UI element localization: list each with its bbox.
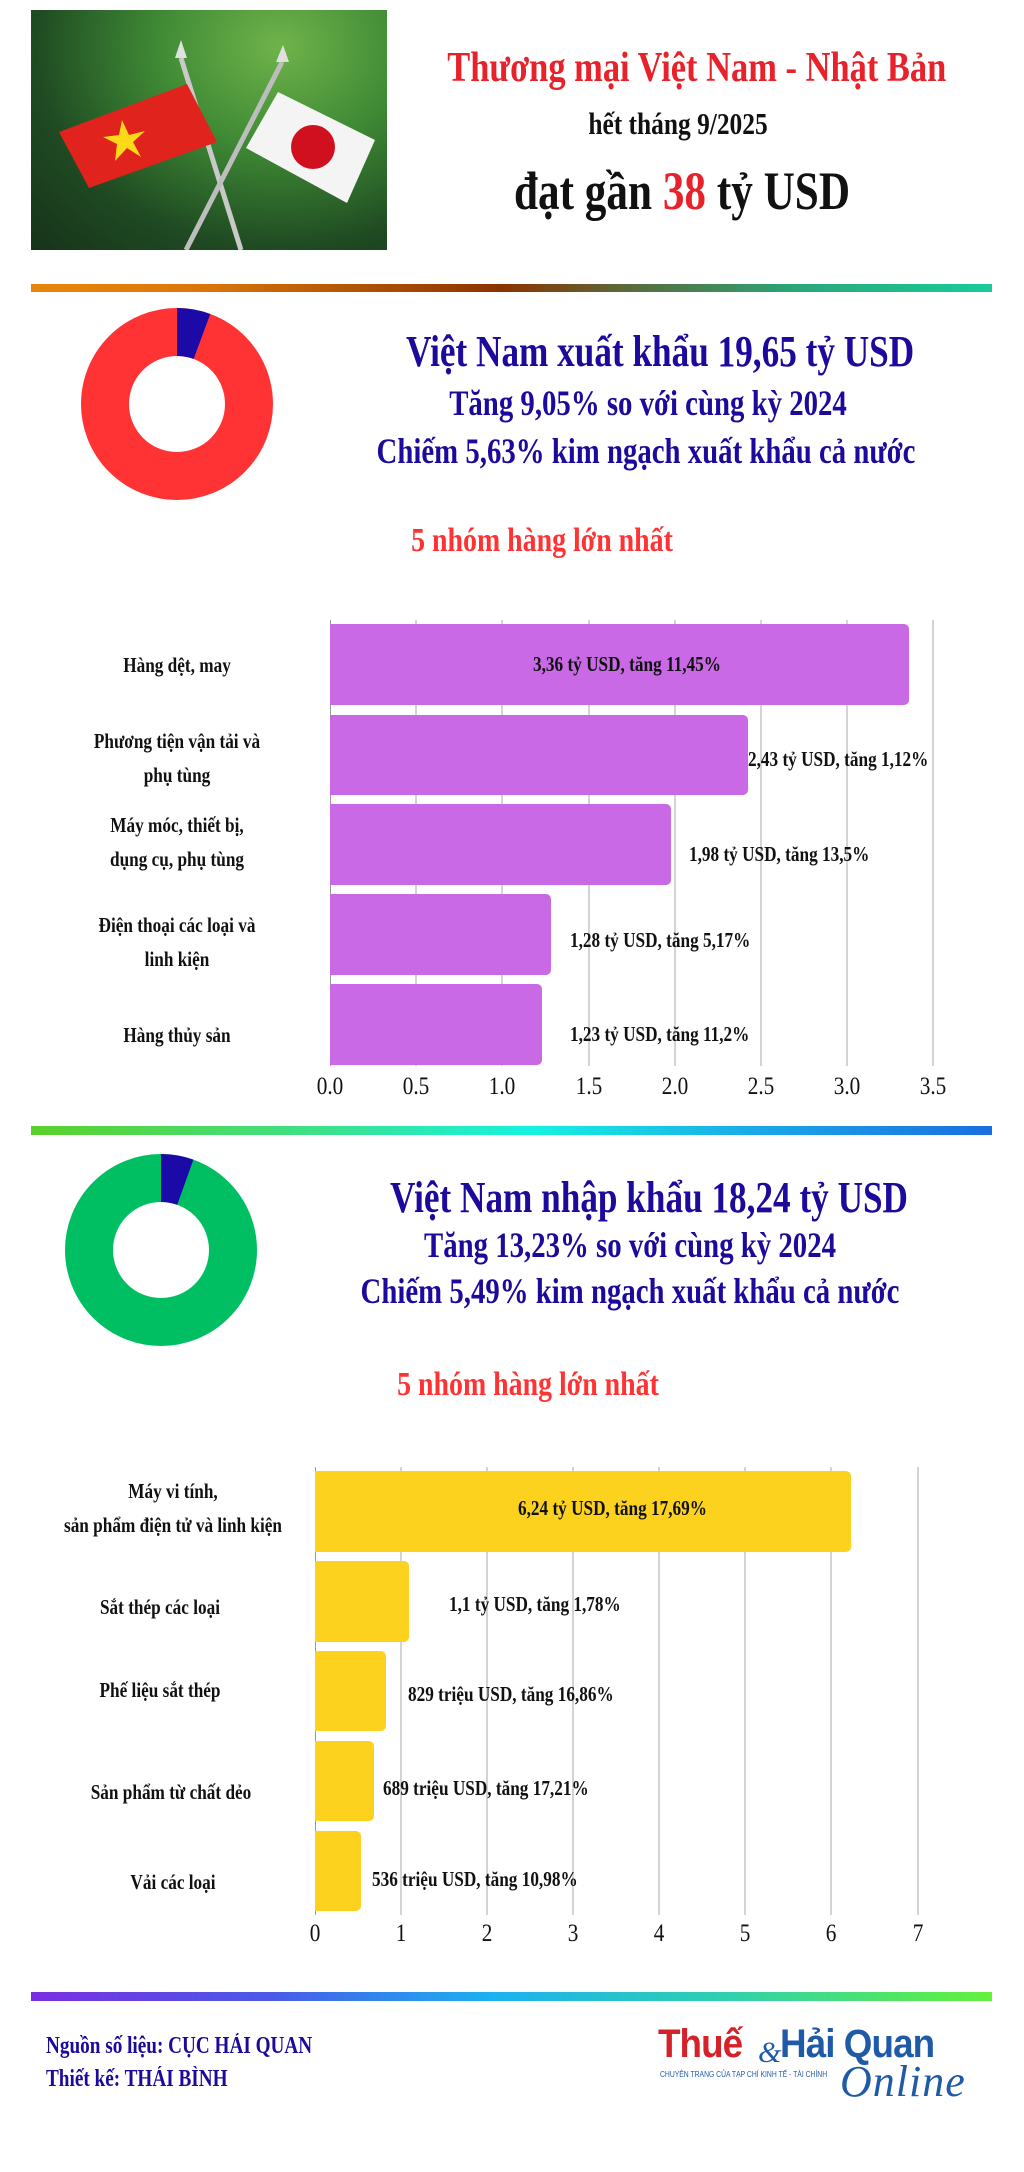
design-credit: Thiết kế: THÁI BÌNH (46, 2066, 228, 2092)
import-category-label: Sản phẩm từ chất dẻo (90, 1780, 252, 1804)
import-bar-plastics (315, 1741, 374, 1821)
export-value-label: 1,98 tỷ USD, tăng 13,5% (689, 842, 870, 866)
import-donut-chart (65, 1154, 257, 1346)
gridline (917, 1467, 919, 1915)
export-category-label: Hàng dệt, may (123, 653, 231, 677)
x-tick: 6 (825, 1920, 837, 1947)
export-section-title: 5 nhóm hàng lớn nhất (411, 522, 673, 559)
x-tick: 3.5 (919, 1073, 947, 1100)
import-category-label: Vải các loại (130, 1870, 216, 1894)
x-tick: 0.5 (402, 1073, 430, 1100)
logo-tagline: CHUYÊN TRANG CỦA TẠP CHÍ KINH TẾ - TÀI C… (660, 2070, 828, 2079)
import-bar-computers (315, 1471, 851, 1552)
import-value-label: 689 triệu USD, tăng 17,21% (383, 1776, 589, 1800)
x-tick: 2.5 (747, 1073, 775, 1100)
gridline (572, 1467, 574, 1915)
import-category-label: Phế liệu sắt thép (99, 1678, 221, 1702)
headline-suffix: tỷ USD (716, 161, 851, 221)
divider-gradient-1 (31, 284, 992, 292)
headline-prefix: đạt gần (513, 161, 653, 221)
x-tick: 0 (309, 1920, 321, 1947)
gridline (658, 1467, 660, 1915)
x-tick: 3.0 (833, 1073, 861, 1100)
export-bar-machinery (330, 804, 671, 885)
import-value-label: 6,24 tỷ USD, tăng 17,69% (518, 1496, 707, 1520)
x-tick: 2 (481, 1920, 493, 1947)
import-section-title: 5 nhóm hàng lớn nhất (397, 1366, 659, 1403)
logo-ampersand: & (758, 2036, 782, 2069)
star-icon (103, 120, 145, 161)
export-category-label: Điện thoại các loại và linh kiện (98, 913, 256, 971)
headline: đạt gần 38 tỷ USD (480, 160, 883, 222)
gridline (486, 1467, 488, 1915)
publisher-logo[interactable]: Thuế & Hải Quan CHUYÊN TRANG CỦA TẠP CHÍ… (656, 2020, 976, 2120)
export-category-label: Phương tiện vận tải và phụ tùng (93, 729, 261, 787)
x-tick: 2.0 (661, 1073, 689, 1100)
logo-online: Online (840, 2057, 966, 2106)
export-bar-textile (330, 624, 909, 705)
page-subtitle: hết tháng 9/2025 (588, 106, 768, 141)
import-title: Việt Nam nhập khẩu 18,24 tỷ USD (390, 1173, 908, 1222)
import-growth: Tăng 13,23% so với cùng kỳ 2024 (423, 1225, 837, 1265)
export-growth: Tăng 9,05% so với cùng kỳ 2024 (449, 383, 847, 423)
vietnam-japan-flags-icon (59, 40, 375, 250)
export-category-label: Máy móc, thiết bị, dụng cụ, phụ tùng (109, 813, 245, 871)
x-tick: 1 (395, 1920, 407, 1947)
import-bar-steel (315, 1561, 409, 1642)
export-title: Việt Nam xuất khẩu 19,65 tỷ USD (406, 327, 915, 376)
source-credit: Nguồn số liệu: CỤC HẢI QUAN (46, 2033, 313, 2059)
headline-value: 38 (662, 161, 707, 221)
export-value-label: 1,23 tỷ USD, tăng 11,2% (570, 1022, 750, 1046)
gridline (760, 620, 762, 1066)
import-value-label: 829 triệu USD, tăng 16,86% (408, 1682, 614, 1706)
import-share: Chiếm 5,49% kim ngạch xuất khẩu cả nước (360, 1271, 900, 1311)
export-bar-vehicles (330, 715, 748, 795)
import-category-label: Máy vi tính, sản phẩm điện tử và linh kiệ… (63, 1479, 282, 1537)
gridline (830, 1467, 832, 1915)
gridline (674, 620, 676, 1066)
export-bar-phones (330, 894, 551, 975)
donut-share-slice (81, 308, 273, 500)
gridline (400, 1467, 402, 1915)
divider-gradient-2 (31, 1126, 992, 1135)
x-tick: 5 (739, 1920, 751, 1947)
x-tick: 0.0 (316, 1073, 344, 1100)
logo-thue: Thuế (658, 2022, 743, 2066)
x-tick: 3 (567, 1920, 579, 1947)
x-tick: 1.0 (488, 1073, 516, 1100)
page-title: Thương mại Việt Nam - Nhật Bản (447, 45, 947, 91)
x-tick: 7 (912, 1920, 924, 1947)
export-value-label: 2,43 tỷ USD, tăng 1,12% (748, 747, 929, 771)
divider-gradient-3 (31, 1992, 992, 2001)
gridline (744, 1467, 746, 1915)
import-value-label: 536 triệu USD, tăng 10,98% (372, 1867, 578, 1891)
import-category-label: Sắt thép các loại (99, 1595, 221, 1619)
export-bar-seafood (330, 984, 542, 1065)
donut-share-slice (65, 1154, 257, 1346)
import-bar-fabrics (315, 1831, 361, 1911)
export-value-label: 3,36 tỷ USD, tăng 11,45% (533, 652, 722, 676)
export-value-label: 1,28 tỷ USD, tăng 5,17% (570, 928, 751, 952)
export-donut-chart (81, 308, 273, 500)
x-tick: 1.5 (575, 1073, 603, 1100)
logo-hai-quan: Hải Quan (780, 2022, 935, 2066)
gridline (932, 620, 934, 1066)
import-value-label: 1,1 tỷ USD, tăng 1,78% (449, 1592, 621, 1616)
import-bar-scrap-steel (315, 1651, 386, 1731)
x-tick: 4 (653, 1920, 665, 1947)
export-category-label: Hàng thủy sản (123, 1023, 231, 1047)
flags-photo (31, 10, 387, 250)
export-share: Chiếm 5,63% kim ngạch xuất khẩu cả nước (376, 431, 916, 471)
gridline (846, 620, 848, 1066)
